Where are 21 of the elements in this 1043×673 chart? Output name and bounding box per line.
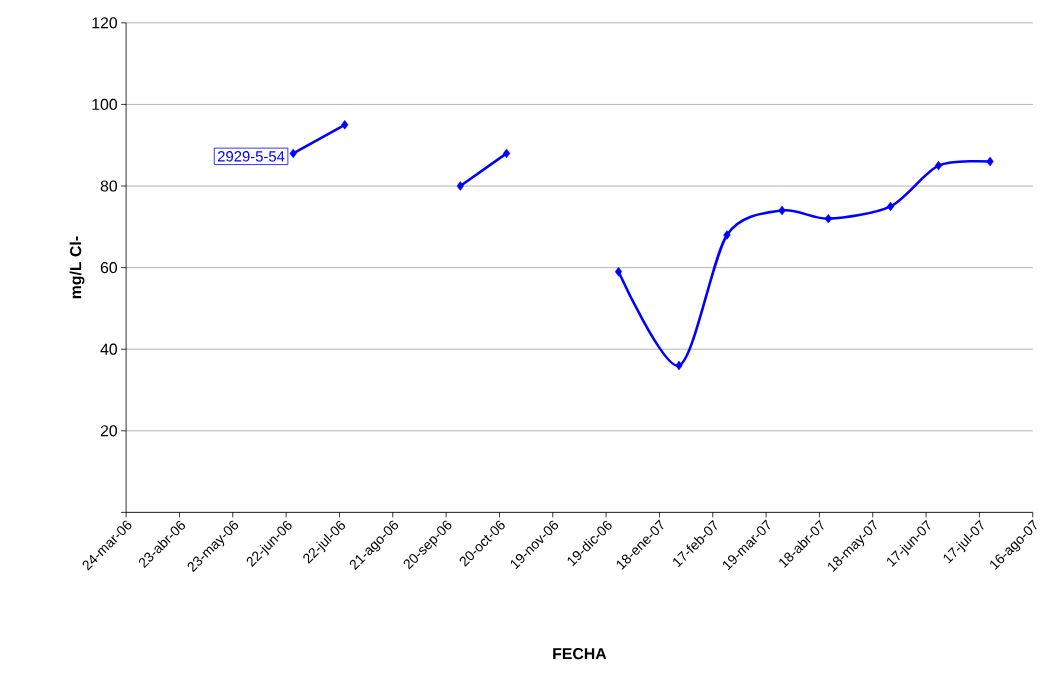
x-axis-title: FECHA xyxy=(553,647,607,660)
y-tick-label: 60 xyxy=(100,261,118,274)
y-tick-label: 120 xyxy=(92,17,118,29)
y-axis-title: mg/L Cl- xyxy=(69,236,85,299)
point xyxy=(934,160,943,171)
y-tick-label: 80 xyxy=(100,180,118,192)
point xyxy=(723,230,731,240)
y-tick-label: 40 xyxy=(100,343,118,355)
point xyxy=(824,213,832,224)
point xyxy=(341,119,349,130)
point xyxy=(289,148,297,158)
point xyxy=(986,156,994,167)
point xyxy=(886,201,895,212)
point xyxy=(778,205,786,216)
y-tick-label: 20 xyxy=(100,425,118,437)
y-tick-label: 100 xyxy=(92,98,118,110)
point xyxy=(502,148,511,158)
point xyxy=(456,181,464,191)
series-label: 2929-5-54 xyxy=(217,150,285,162)
point xyxy=(614,266,623,277)
point xyxy=(675,360,683,371)
